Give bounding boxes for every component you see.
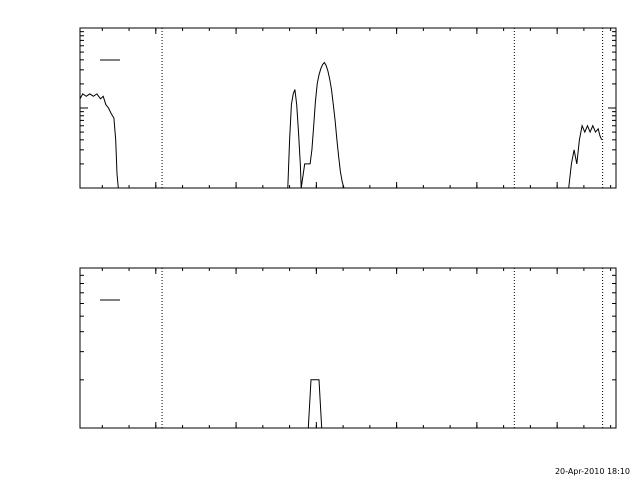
series-line-segment: [568, 123, 603, 189]
panel-lo: [79, 27, 617, 189]
panel-hi: [79, 267, 617, 429]
series-line-segment: [307, 379, 323, 429]
plot-frame: [79, 267, 617, 429]
footer-timestamp: 20-Apr-2010 18:10: [555, 467, 630, 476]
series-line-segment: [79, 93, 119, 189]
series-line-segment: [287, 89, 302, 189]
series-line-segment: [300, 61, 345, 189]
